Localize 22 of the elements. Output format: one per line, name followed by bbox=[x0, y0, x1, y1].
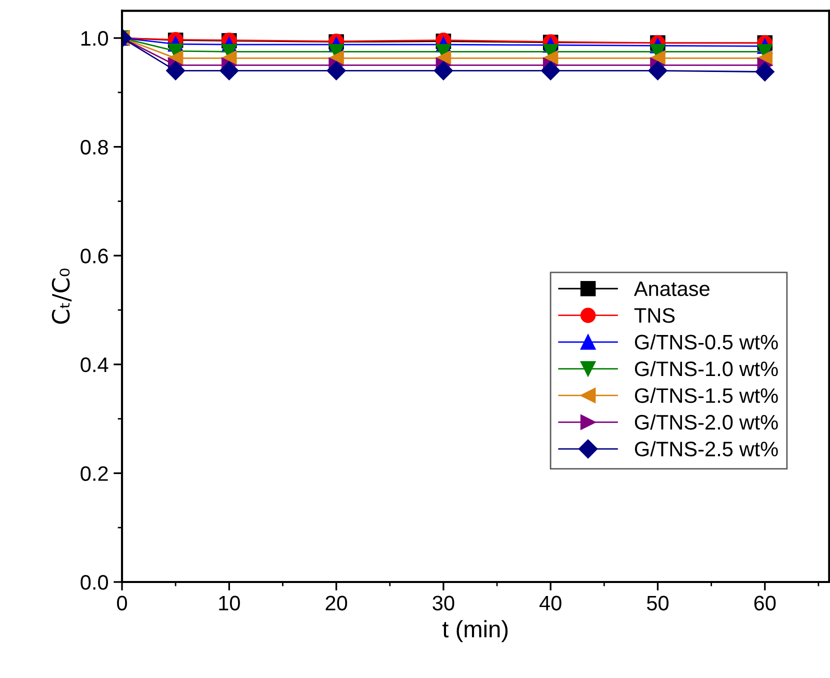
x-tick-label: 0 bbox=[117, 596, 127, 610]
legend-label: G/TNS-0.5 wt% bbox=[634, 334, 778, 350]
x-tick-label: 40 bbox=[539, 596, 562, 610]
x-axis-title: t (min) bbox=[442, 620, 508, 642]
x-tick-label: 20 bbox=[326, 596, 348, 610]
legend-label: G/TNS-2.0 wt% bbox=[634, 414, 778, 430]
x-tick-label: 50 bbox=[646, 596, 669, 610]
x-tick-label: 10 bbox=[219, 596, 240, 610]
y-tick-label: 0.8 bbox=[80, 140, 108, 155]
legend-label: TNS bbox=[634, 308, 675, 323]
legend-label: G/TNS-2.5 wt% bbox=[634, 441, 778, 456]
legend-label: G/TNS-1.5 wt% bbox=[634, 388, 778, 403]
x-tick-label: 30 bbox=[432, 596, 454, 610]
y-tick-label: 0.2 bbox=[80, 466, 108, 481]
y-tick-label: 0.6 bbox=[80, 248, 108, 264]
y-tick-label: 1.0 bbox=[81, 31, 108, 46]
y-tick-label: 0.4 bbox=[80, 357, 108, 372]
legend-label: Anatase bbox=[634, 282, 710, 296]
x-tick-label: 60 bbox=[754, 596, 776, 610]
y-axis-title: Cₜ/C₀ bbox=[52, 268, 72, 324]
legend-label: G/TNS-1.0 wt% bbox=[634, 360, 778, 376]
y-tick-label: 0.0 bbox=[80, 574, 108, 590]
